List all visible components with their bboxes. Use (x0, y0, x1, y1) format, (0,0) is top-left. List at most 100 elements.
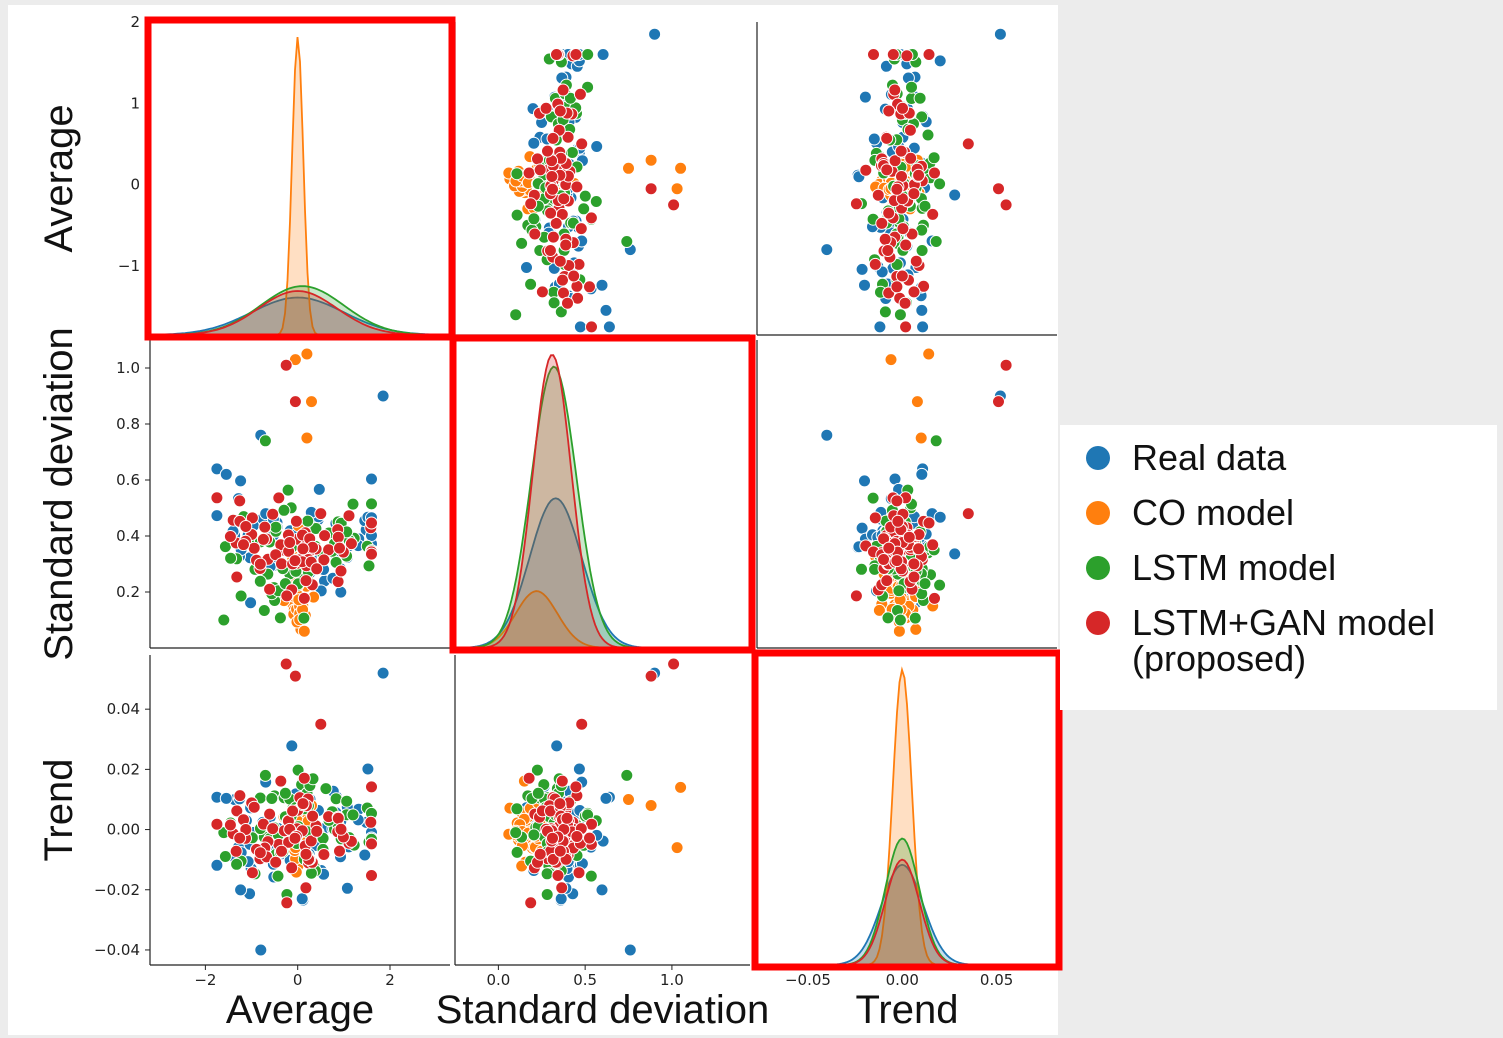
point-lstm-gan-model-proposed-0-1-36 (559, 238, 573, 252)
point-lstm-gan-model-proposed-2-1-69 (553, 844, 567, 858)
point-lstm-gan-model-proposed-0-2-5 (926, 207, 940, 221)
point-lstm-gan-model-proposed-0-1-65 (541, 144, 554, 158)
point-real-data-0-2-37 (915, 303, 929, 317)
point-lstm-model-1-0-70 (217, 613, 231, 627)
point-lstm-gan-model-proposed-0-1-66 (533, 163, 547, 177)
point-lstm-gan-model-proposed-1-0-54 (283, 536, 297, 549)
point-lstm-gan-model-proposed-1-0-68 (280, 589, 294, 603)
point-lstm-model-2-1-60 (527, 828, 541, 842)
point-real-data-2-1-65 (595, 883, 609, 897)
point-lstm-gan-model-proposed-2-0-43 (286, 804, 300, 818)
kde-panel-average (149, 37, 451, 336)
point-lstm-gan-model-proposed-0-2-16 (903, 123, 917, 137)
point-real-data-2-1-28 (572, 762, 586, 776)
point-lstm-model-2-1-71 (620, 768, 634, 782)
point-lstm-gan-model-proposed-0-1-56 (583, 280, 596, 294)
ytick-label-average-0: 2 (130, 13, 140, 31)
point-real-data-2-0-40 (210, 858, 224, 872)
ytick-label-standard-deviation-0: 1.0 (116, 359, 140, 377)
point-lstm-gan-model-proposed-0-1-67 (546, 182, 559, 196)
point-lstm-model-0-2-62 (905, 80, 918, 94)
point-lstm-model-0-2-19 (915, 244, 929, 257)
point-lstm-gan-model-proposed-1-2-21 (868, 511, 882, 525)
point-real-data-0-1-66 (590, 140, 604, 153)
highlight-box-average (144, 16, 456, 341)
point-lstm-model-0-2-68 (913, 91, 927, 105)
point-lstm-gan-model-proposed-0-1-15 (546, 230, 560, 244)
point-real-data-2-0-65 (234, 883, 248, 897)
xtick-label-average-1: 0 (293, 971, 303, 989)
point-lstm-gan-model-proposed-0-2-65 (894, 144, 908, 158)
point-real-data-1-2-37 (915, 467, 929, 481)
kde-panel-standard-deviation (454, 354, 750, 649)
point-lstm-gan-model-proposed-0-2-72 (961, 137, 975, 151)
point-lstm-gan-model-proposed-1-2-70 (999, 358, 1013, 372)
point-lstm-gan-model-proposed-1-0-49 (365, 516, 378, 530)
ylabel-average: Average (37, 104, 81, 252)
point-lstm-gan-model-proposed-0-1-69 (553, 104, 567, 118)
point-real-data-1-2-1 (855, 521, 869, 535)
xtick-label-trend-0: −0.05 (785, 971, 831, 989)
point-lstm-gan-model-proposed-2-1-70 (667, 657, 681, 671)
point-real-data-2-1-69 (554, 892, 568, 906)
point-real-data-0-1-29 (520, 261, 533, 274)
point-lstm-model-2-0-24 (265, 792, 279, 805)
point-lstm-gan-model-proposed-2-0-5 (274, 774, 288, 788)
point-lstm-gan-model-proposed-0-1-72 (575, 137, 589, 151)
point-real-data-0-1-46 (596, 48, 610, 61)
point-lstm-gan-model-proposed-2-1-21 (572, 866, 586, 880)
point-lstm-model-1-2-9 (866, 491, 880, 505)
point-real-data-2-0-71 (254, 943, 268, 957)
point-lstm-gan-model-proposed-0-2-34 (880, 131, 894, 145)
point-lstm-gan-model-proposed-2-0-49 (365, 780, 378, 794)
point-co-model-0-1-72 (644, 153, 658, 167)
point-lstm-gan-model-proposed-0-1-62 (539, 101, 553, 115)
point-lstm-model-2-0-68 (340, 794, 354, 808)
point-lstm-gan-model-proposed-1-0-51 (342, 509, 356, 523)
point-real-data-0-2-1 (855, 262, 869, 276)
point-lstm-model-1-2-41 (881, 611, 895, 625)
point-lstm-gan-model-proposed-2-0-2 (263, 807, 277, 821)
point-lstm-gan-model-proposed-1-2-69 (882, 541, 896, 555)
point-real-data-0-2-40 (873, 320, 887, 334)
point-real-data-2-0-39 (285, 739, 299, 753)
xtick-label-standard-deviation-1: 0.5 (573, 971, 597, 989)
point-lstm-model-0-2-54 (878, 305, 892, 319)
point-lstm-gan-model-proposed-2-1-57 (522, 771, 536, 785)
point-lstm-gan-model-proposed-0-2-48 (895, 269, 909, 283)
point-real-data-0-1-24 (602, 320, 616, 334)
point-real-data-1-2-39 (948, 547, 962, 561)
point-lstm-gan-model-proposed-2-0-52 (296, 797, 310, 811)
point-lstm-gan-model-proposed-0-2-37 (882, 206, 896, 220)
point-lstm-model-2-1-18 (530, 763, 544, 777)
legend-marker-real-data (1086, 446, 1110, 470)
point-lstm-model-2-0-62 (346, 808, 360, 822)
point-lstm-gan-model-proposed-1-0-37 (275, 557, 288, 571)
highlight-box-trend (751, 649, 1063, 971)
xlabel-average: Average (226, 988, 374, 1032)
legend-item-lstm-gan-model: LSTM+GAN model (proposed) (1086, 605, 1435, 677)
point-lstm-gan-model-proposed-2-0-70 (279, 657, 293, 671)
point-lstm-model-0-2-17 (915, 110, 929, 124)
point-lstm-gan-model-proposed-0-2-50 (898, 296, 912, 310)
ytick-label-standard-deviation-3: 0.4 (116, 527, 140, 545)
point-real-data-1-0-46 (365, 472, 378, 486)
point-lstm-gan-model-proposed-2-0-59 (266, 822, 280, 836)
point-real-data-2-1-39 (550, 739, 564, 753)
point-lstm-model-0-1-29 (589, 195, 603, 208)
point-co-model-1-2-70 (922, 347, 936, 361)
point-lstm-gan-model-proposed-1-0-29 (253, 557, 267, 571)
point-lstm-model-0-2-66 (918, 199, 932, 213)
legend: Real data CO model LSTM model LSTM+GAN m… (1060, 425, 1497, 710)
point-lstm-gan-model-proposed-2-0-19 (365, 869, 378, 882)
legend-label-lstm-gan-model: LSTM+GAN model (proposed) (1132, 605, 1435, 677)
xtick-label-standard-deviation-0: 0.0 (486, 971, 510, 989)
point-lstm-gan-model-proposed-1-0-57 (297, 591, 311, 605)
point-lstm-model-0-2-23 (921, 128, 935, 142)
ytick-label-standard-deviation-1: 0.8 (116, 415, 140, 433)
point-lstm-gan-model-proposed-0-1-29 (543, 244, 557, 257)
kde-lstm-gan-model-proposed-standard-deviation (455, 354, 750, 649)
point-lstm-gan-model-proposed-2-0-30 (269, 855, 283, 869)
point-co-model-2-1-71 (670, 841, 684, 855)
scatter-panel-standard-deviation-vs-average (210, 347, 390, 638)
